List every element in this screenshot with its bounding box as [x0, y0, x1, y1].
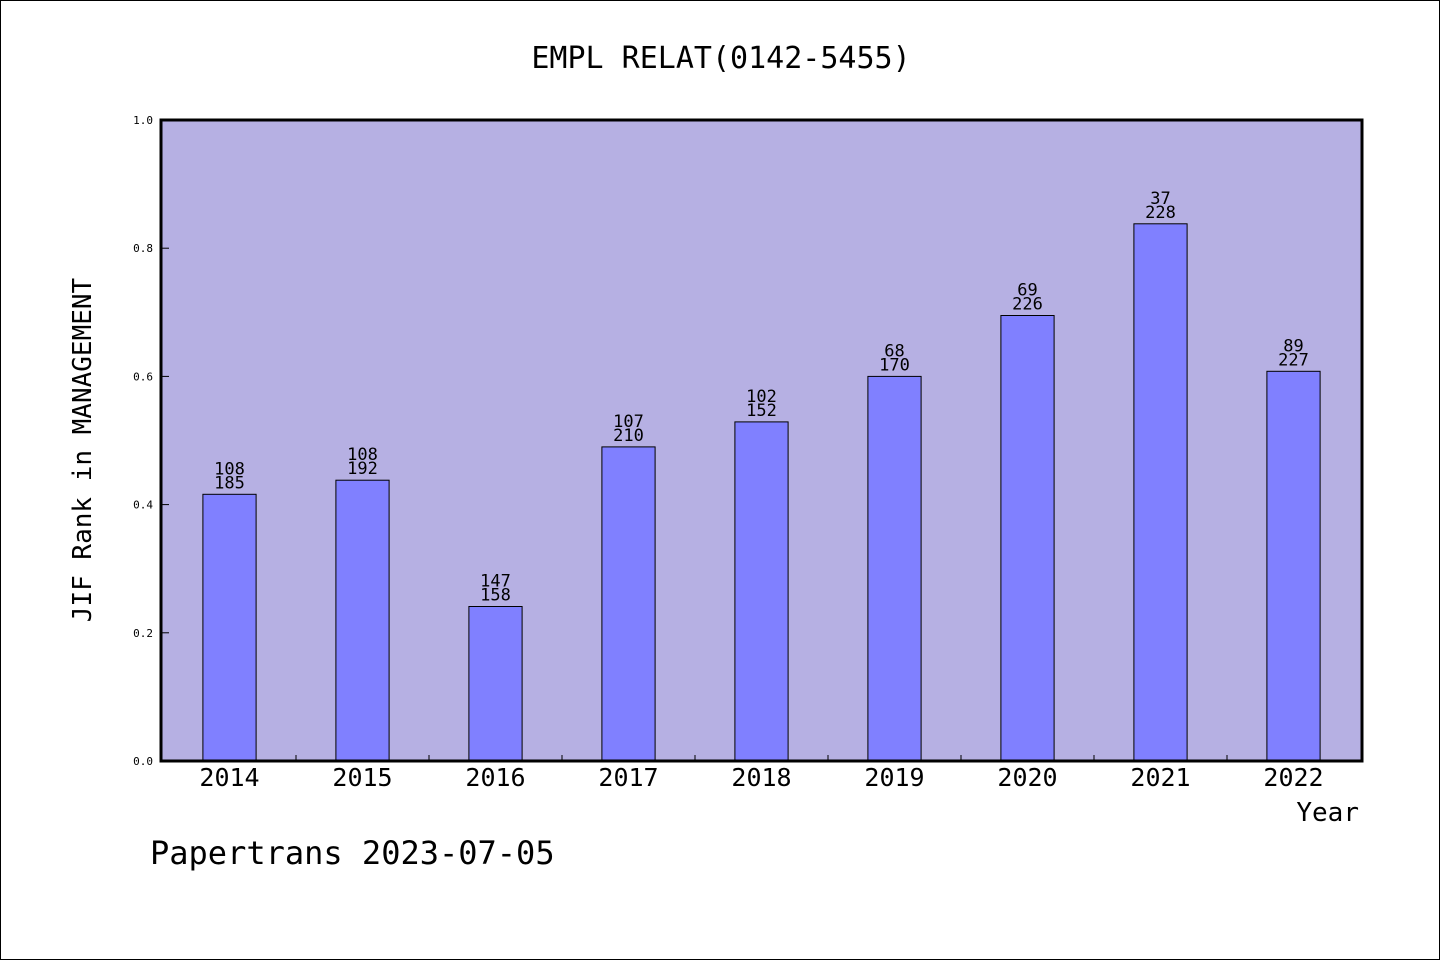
x-ticks-group: 2014 2015 2016 2017 2018 2019 2020 2021 2022 — [199, 755, 1324, 792]
bar-rank-label: 108 — [214, 459, 245, 479]
bars-group — [202, 223, 1321, 762]
y-tick-label: 1.0 — [133, 114, 153, 127]
x-axis-label: Year — [1296, 798, 1359, 828]
y-tick-label: 0.2 — [133, 627, 153, 640]
bar-total-label: 152 — [746, 401, 777, 421]
bar-2022 — [1266, 370, 1321, 762]
bar-total-label: 158 — [480, 586, 511, 606]
x-tick-label: 2019 — [864, 763, 924, 792]
x-tick-label: 2022 — [1263, 763, 1323, 792]
bar-rank-label: 147 — [480, 572, 511, 592]
x-tick-label: 2018 — [731, 763, 791, 792]
y-tick-label: 0.4 — [133, 499, 153, 512]
bar-2017 — [601, 446, 656, 762]
x-tick-label: 2014 — [199, 763, 259, 792]
bar-total-label: 192 — [347, 459, 378, 479]
bar-rank-label: 107 — [613, 412, 644, 432]
bar-2014 — [202, 493, 257, 762]
x-tick-label: 2015 — [332, 763, 392, 792]
bar-rank-label: 89 — [1283, 336, 1303, 356]
bar-labels-group: 1081851081921471581072101021526817069226… — [214, 189, 1309, 606]
bar-rank-label: 69 — [1017, 281, 1037, 301]
x-tick-label: 2020 — [997, 763, 1057, 792]
bar-rank-label: 68 — [884, 341, 904, 361]
bar-2019 — [867, 375, 922, 762]
bar-total-label: 170 — [879, 355, 910, 375]
bar-2021 — [1133, 223, 1188, 762]
bar-rank-label: 102 — [746, 387, 777, 407]
bar-rank-label: 37 — [1150, 189, 1170, 209]
y-tick-label: 0.8 — [133, 242, 153, 255]
bar-total-label: 228 — [1145, 203, 1176, 223]
bar-total-label: 227 — [1278, 350, 1309, 370]
chart-title: EMPL RELAT(0142-5455) — [531, 41, 910, 76]
footer-credit: Papertrans 2023-07-05 — [150, 834, 555, 872]
bar-total-label: 185 — [214, 473, 245, 493]
bar-2016 — [468, 606, 523, 762]
y-tick-label: 0.6 — [133, 370, 153, 383]
x-tick-label: 2017 — [598, 763, 658, 792]
bar-total-label: 210 — [613, 426, 644, 446]
bar-2018 — [734, 421, 789, 762]
bar-2015 — [335, 479, 390, 762]
y-axis-label: JIF Rank in MANAGEMENT — [68, 277, 98, 622]
x-tick-label: 2016 — [465, 763, 525, 792]
y-ticks-group: 0.0 0.2 0.4 0.6 0.8 1.0 — [133, 114, 169, 768]
bar-rank-label: 108 — [347, 445, 378, 465]
y-tick-label: 0.0 — [133, 755, 153, 768]
bar-2020 — [1000, 315, 1055, 762]
plot-border — [159, 118, 1364, 763]
x-tick-label: 2021 — [1130, 763, 1190, 792]
bar-total-label: 226 — [1012, 295, 1043, 315]
